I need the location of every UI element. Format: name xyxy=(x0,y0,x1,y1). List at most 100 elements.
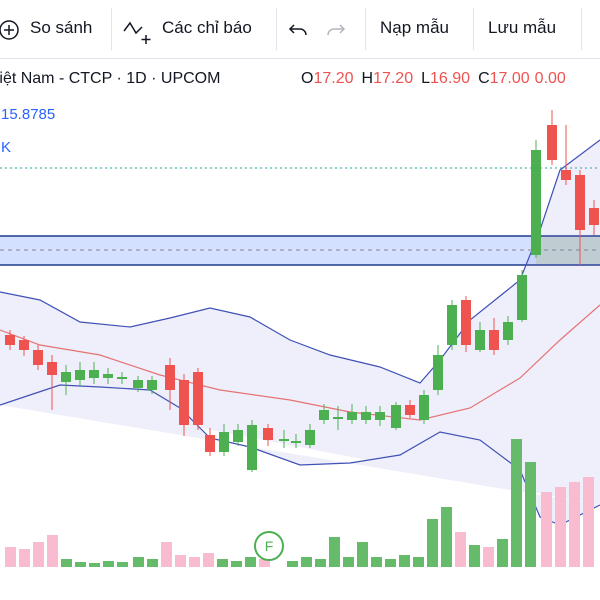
volume-bar xyxy=(161,542,172,567)
candle-body xyxy=(531,150,541,255)
volume-bar xyxy=(287,561,298,567)
volume-bar xyxy=(61,559,72,567)
event-marker[interactable]: F xyxy=(254,531,284,561)
volume-bar xyxy=(497,539,508,567)
candle-body xyxy=(147,380,157,390)
candle-body xyxy=(279,439,289,441)
volume-bar xyxy=(569,482,580,567)
candle-body xyxy=(133,380,143,388)
candle-body xyxy=(405,405,415,415)
volume-bar xyxy=(483,547,494,567)
separator xyxy=(365,8,366,50)
volume-bar xyxy=(175,555,186,567)
ohlc-text: 0.00 xyxy=(534,70,566,87)
volume-bar xyxy=(583,477,594,567)
volume-bar xyxy=(5,547,16,567)
volume-bar xyxy=(231,561,242,567)
candle-body xyxy=(193,372,203,425)
volume-bar xyxy=(217,559,228,567)
separator xyxy=(473,8,474,50)
candle-body xyxy=(503,322,513,340)
volume-bar xyxy=(441,507,452,567)
candle-body xyxy=(461,300,471,345)
volume-bar xyxy=(203,553,214,567)
candle-body xyxy=(433,355,443,390)
separator xyxy=(276,8,277,50)
candle-body xyxy=(5,335,15,345)
ohlc: O17.20 H17.20 L16.90 C17.00 0.00 xyxy=(301,70,566,88)
indicator-value: 15.8785 xyxy=(1,106,56,123)
ohlc-text: C xyxy=(478,70,490,87)
candle-body xyxy=(419,395,429,420)
volume-bar xyxy=(343,557,354,567)
candle-body xyxy=(347,412,357,420)
save-button[interactable]: Lưu mẫu xyxy=(488,18,557,37)
band-fill xyxy=(0,140,600,525)
volume-bar xyxy=(147,559,158,567)
volume-bar xyxy=(259,559,270,567)
candle-body xyxy=(205,435,215,452)
volume-bar xyxy=(103,561,114,567)
volume-bar xyxy=(301,557,312,567)
indicator-unit: K xyxy=(1,139,12,156)
candle-body xyxy=(447,305,457,345)
volume-bar xyxy=(371,557,382,567)
candle-body xyxy=(33,350,43,365)
volume-bar xyxy=(511,439,522,567)
candle-body xyxy=(117,377,127,379)
volume-bar xyxy=(329,537,340,567)
volume-bar xyxy=(525,462,536,567)
volume-bar xyxy=(555,487,566,567)
candle-body xyxy=(589,208,599,225)
candle-body xyxy=(475,330,485,350)
volume-bar xyxy=(47,535,58,567)
price-chart xyxy=(0,110,600,567)
ohlc-text: O xyxy=(301,70,314,87)
candle-body xyxy=(575,175,585,230)
volume-bar xyxy=(33,542,44,567)
candle-body xyxy=(375,412,385,420)
candle-body xyxy=(489,330,499,350)
ohlc-text: 17.20 xyxy=(373,70,414,87)
separator xyxy=(111,8,112,50)
candle-body xyxy=(547,125,557,160)
candle-body xyxy=(561,170,571,180)
candle-body xyxy=(47,362,57,375)
volume-bar xyxy=(541,492,552,567)
band-upper xyxy=(0,139,600,384)
candle-body xyxy=(179,380,189,425)
separator xyxy=(581,8,582,50)
candle-body xyxy=(305,430,315,445)
volume-bar xyxy=(245,557,256,567)
candle-body xyxy=(61,372,71,382)
candle-body xyxy=(333,417,343,419)
plus-icon xyxy=(0,20,19,40)
volume-bar xyxy=(455,532,466,567)
candle-body xyxy=(219,432,229,452)
candle-body xyxy=(361,412,371,420)
load-button[interactable]: Nạp mẫu xyxy=(380,18,449,37)
candle-body xyxy=(517,275,527,320)
candle-body xyxy=(291,441,301,443)
volume-bar xyxy=(413,557,424,567)
compare-button[interactable]: So sánh xyxy=(30,18,93,37)
candle-body xyxy=(75,370,85,380)
volume-bar xyxy=(357,542,368,567)
undo-redo[interactable] xyxy=(288,20,348,42)
volume-bar xyxy=(133,557,144,567)
indicators-button[interactable]: Các chỉ báo xyxy=(162,18,252,37)
volume-bar xyxy=(399,555,410,567)
candle-body xyxy=(247,425,257,470)
toolbar: So sánh Các chỉ báo Nạp mẫu Lưu mẫu xyxy=(0,0,600,59)
band-mid xyxy=(0,304,600,421)
candle-body xyxy=(263,428,273,440)
ohlc-text: 16.90 xyxy=(430,70,471,87)
volume-bar xyxy=(19,549,30,567)
volume-bar xyxy=(189,557,200,567)
indicator-icon xyxy=(123,21,151,44)
ohlc-text: L xyxy=(421,70,431,87)
volume-bar xyxy=(469,545,480,567)
ohlc-text: H xyxy=(361,70,374,87)
candle-body xyxy=(103,374,113,378)
